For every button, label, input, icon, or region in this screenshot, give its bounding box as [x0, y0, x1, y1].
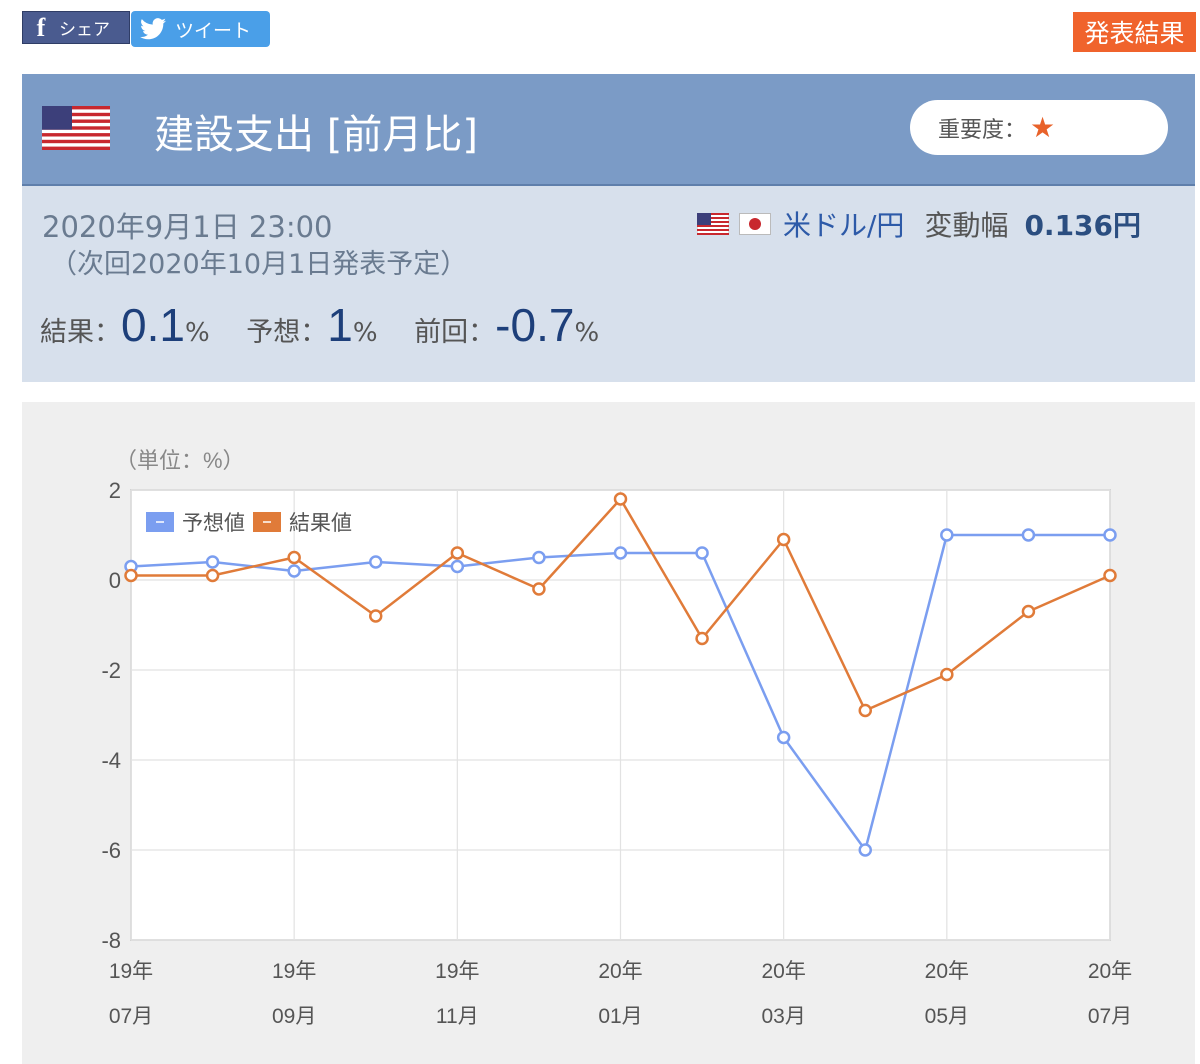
forecast-series-point — [205, 555, 220, 569]
jp-flag-small-icon — [739, 213, 771, 235]
forecast-series-point — [287, 564, 301, 578]
forecast-series-point — [532, 550, 546, 565]
result-series-point — [1103, 568, 1117, 583]
twitter-share-button[interactable]: ツイート — [131, 11, 270, 47]
y-tick-label: 0 — [109, 568, 121, 593]
range-label: 変動幅 — [924, 209, 1009, 242]
facebook-share-button[interactable]: f シェア — [22, 11, 130, 44]
x-tick-year: 19年 — [435, 960, 479, 983]
x-tick-year: 20年 — [761, 960, 805, 983]
x-tick-month: 07月 — [109, 1005, 153, 1028]
forecast-series-point — [1021, 528, 1036, 542]
results-button[interactable]: 発表結果 — [1073, 12, 1196, 52]
forecast-series-point — [369, 555, 383, 569]
previous-unit: % — [574, 318, 600, 348]
y-tick-label: -4 — [101, 748, 121, 773]
forecast-label: 予想： — [246, 317, 328, 348]
twitter-share-label: ツイート — [175, 19, 252, 42]
forecast-series-point — [940, 528, 954, 542]
result-series-point — [124, 568, 138, 583]
star-icon: ★ — [1030, 111, 1056, 144]
result-value: 0.1 — [121, 299, 185, 351]
x-tick-month: 07月 — [1088, 1005, 1132, 1028]
forecast-series-point — [858, 843, 872, 857]
result-series-legend-label: 結果値 — [289, 512, 352, 535]
previous-value: -0.7 — [495, 299, 575, 351]
x-tick-year: 19年 — [109, 960, 153, 983]
result-series-point — [450, 546, 465, 560]
x-tick-month: 01月 — [598, 1005, 642, 1028]
result-series-point — [858, 703, 872, 718]
x-tick-year: 19年 — [272, 960, 316, 983]
x-tick-year: 20年 — [598, 960, 642, 983]
page-title: 建設支出 [前月比] — [154, 112, 478, 158]
result-series-point — [695, 631, 709, 646]
range-value: 0.136円 — [1024, 209, 1142, 242]
x-tick-month: 11月 — [436, 1005, 479, 1028]
y-tick-label: -8 — [101, 928, 121, 953]
x-tick-month: 09月 — [272, 1005, 316, 1028]
currency-pair-link[interactable]: 米ドル/円 — [783, 209, 905, 242]
next-release: （次回2020年10月1日発表予定） — [50, 249, 468, 280]
us-flag-small-icon — [697, 213, 729, 235]
facebook-share-label: シェア — [59, 20, 110, 40]
result-series-point — [205, 568, 220, 583]
release-datetime: 2020年9月1日 23:00 — [42, 210, 333, 244]
chart-unit-label: （単位：%） — [115, 448, 245, 473]
result-series-point — [369, 609, 383, 623]
result-series-point — [613, 492, 628, 506]
release-info: 2020年9月1日 23:00 （次回2020年10月1日発表予定） 米ドル/円… — [22, 186, 1195, 382]
result-series-point — [776, 532, 791, 547]
result-series-point — [940, 667, 954, 682]
result-series-point — [1021, 604, 1036, 619]
forecast-series-legend-label: 予想値 — [182, 512, 245, 535]
y-tick-label: 2 — [109, 478, 121, 503]
x-tick-year: 20年 — [1088, 960, 1132, 983]
y-tick-label: -2 — [101, 658, 121, 683]
y-tick-label: -6 — [101, 838, 121, 863]
x-tick-month: 03月 — [761, 1005, 805, 1028]
twitter-bird-icon — [131, 18, 175, 40]
forecast-series-point — [450, 559, 465, 574]
indicator-values: 結果：0.1% 予想：1% 前回：-0.7% — [40, 298, 627, 352]
x-tick-year: 20年 — [925, 960, 969, 983]
forecast-series-point — [695, 546, 709, 560]
importance-label: 重要度： — [938, 117, 1027, 143]
forecast-value: 1 — [327, 299, 353, 351]
forecast-series-point — [1103, 528, 1117, 542]
previous-label: 前回： — [414, 317, 496, 348]
importance-badge: 重要度： ★ — [910, 100, 1168, 155]
indicator-header: 建設支出 [前月比] 重要度： ★ — [22, 74, 1195, 186]
forecast-unit: % — [352, 318, 378, 348]
currency-pair-info: 米ドル/円 変動幅 0.136円 — [697, 204, 1141, 244]
result-series-point — [287, 550, 301, 565]
result-label: 結果： — [40, 317, 121, 348]
forecast-series-point — [776, 730, 791, 745]
forecast-series-point — [613, 546, 628, 560]
result-series-point — [532, 582, 546, 596]
x-tick-month: 05月 — [925, 1005, 969, 1028]
us-flag-icon — [42, 106, 110, 150]
result-unit: % — [184, 318, 210, 348]
facebook-icon: f — [36, 12, 46, 42]
